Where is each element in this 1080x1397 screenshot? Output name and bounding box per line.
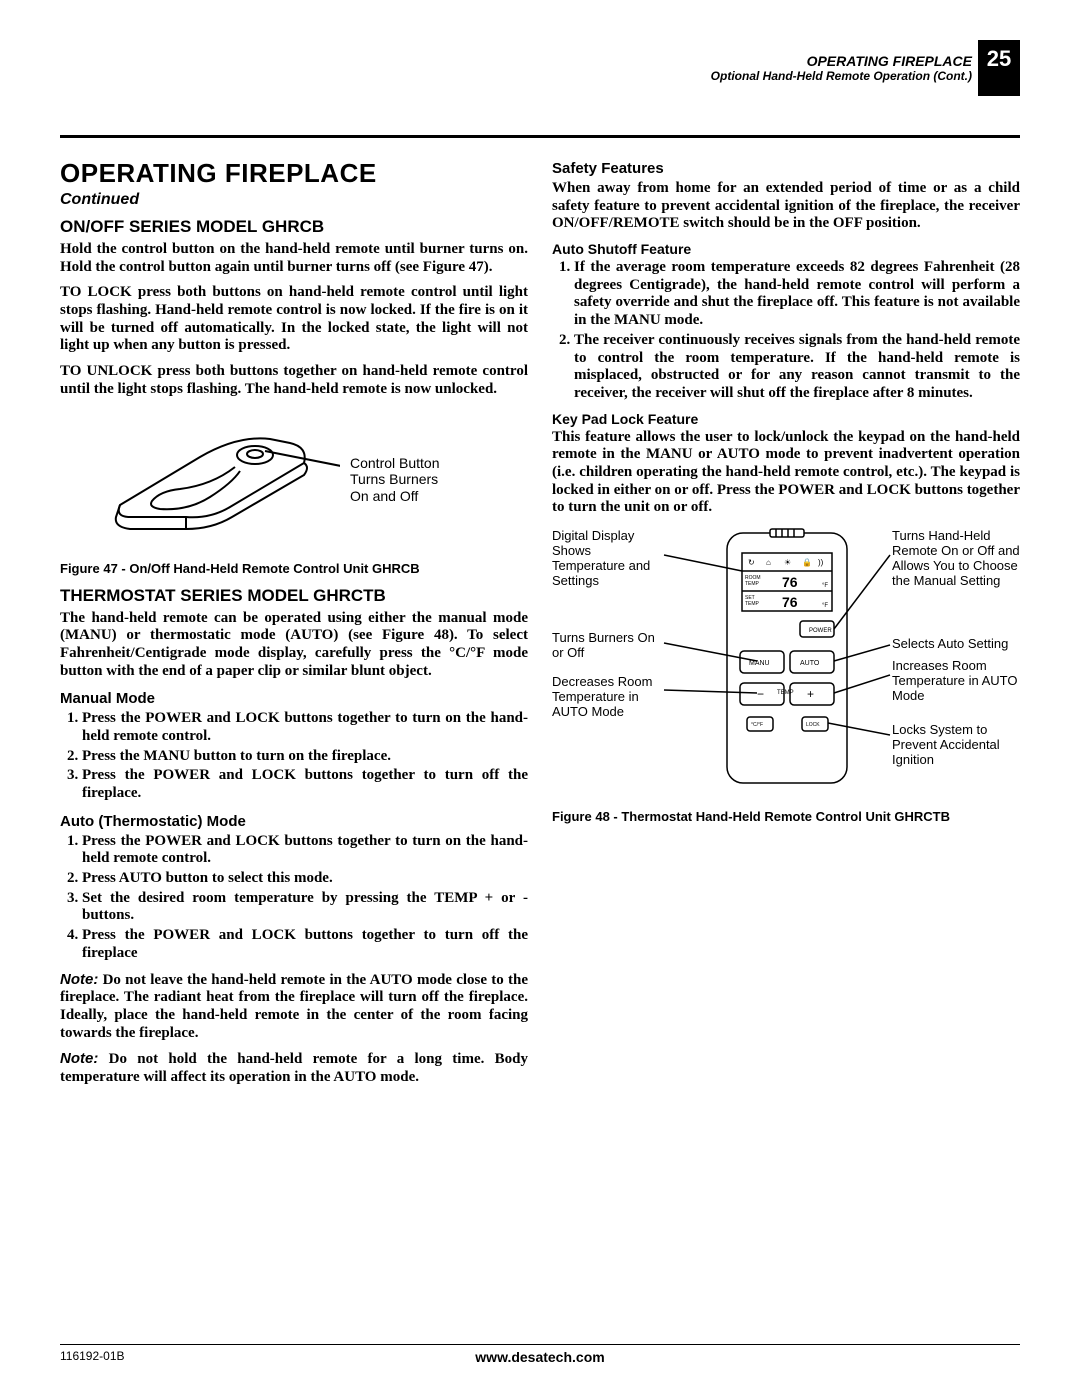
section-onoff-heading: ON/OFF SERIES MODEL GHRCB [60, 217, 528, 237]
fig47-callout-l2: Turns Burners [350, 471, 440, 488]
left-column: OPERATING FIREPLACE Continued ON/OFF SER… [60, 158, 528, 1095]
fig48-label-burners: Turns Burners On or Off [552, 631, 662, 661]
main-title: OPERATING FIREPLACE [60, 158, 528, 189]
doc-id: 116192-01B [60, 1349, 125, 1363]
thermostat-p1: The hand-held remote can be operated usi… [60, 610, 528, 681]
svg-text:🔒: 🔒 [802, 558, 812, 567]
fig48-label-decrease: Decreases Room Temperature in AUTO Mode [552, 675, 667, 720]
svg-text:°F: °F [822, 603, 828, 609]
fig47-caption: Figure 47 - On/Off Hand-Held Remote Cont… [60, 561, 528, 576]
svg-text:POWER: POWER [809, 628, 832, 634]
section-thermostat-heading: THERMOSTAT SERIES MODEL GHRCTB [60, 586, 528, 606]
figure-47: Control Button Turns Burners On and Off [60, 407, 528, 557]
header-subtitle: Optional Hand-Held Remote Operation (Con… [711, 69, 972, 83]
fig48-label-increase: Increases Room Temperature in AUTO Mode [892, 659, 1022, 704]
figure-48: ROOMTEMP SETTEMP °F °F 76 76 ↻⌂☀🔒)) POWE… [552, 525, 1020, 805]
fig48-label-auto: Selects Auto Setting [892, 637, 1022, 652]
svg-text:MANU: MANU [749, 660, 770, 667]
list-item: Press AUTO button to select this mode. [82, 870, 528, 888]
svg-text:76: 76 [782, 594, 798, 610]
svg-text:⌂: ⌂ [766, 558, 771, 567]
note-label: Note: [60, 1050, 98, 1067]
keypad-lock-p: This feature allows the user to lock/unl… [552, 429, 1020, 517]
onoff-p3: TO UNLOCK press both buttons together on… [60, 363, 528, 398]
onoff-p2: TO LOCK press both buttons on hand-held … [60, 284, 528, 355]
svg-text:°C/°F: °C/°F [751, 722, 763, 728]
list-item: Press the POWER and LOCK buttons togethe… [82, 710, 528, 745]
manual-mode-heading: Manual Mode [60, 690, 528, 707]
fig48-caption: Figure 48 - Thermostat Hand-Held Remote … [552, 809, 1020, 824]
svg-text:+: + [807, 687, 814, 701]
fig48-label-power: Turns Hand-Held Remote On or Off and All… [892, 529, 1022, 589]
safety-heading: Safety Features [552, 160, 1020, 177]
svg-text:TEMP: TEMP [777, 690, 794, 696]
list-item: The receiver continuously receives signa… [574, 332, 1020, 403]
remote-ghrcb-illustration [60, 407, 340, 552]
list-item: Press the MANU button to turn on the fir… [82, 748, 528, 766]
auto-shutoff-list: If the average room temperature exceeds … [552, 259, 1020, 403]
page-header: OPERATING FIREPLACE Optional Hand-Held R… [711, 40, 1020, 96]
right-column: Safety Features When away from home for … [552, 158, 1020, 1095]
svg-text:☀: ☀ [784, 558, 791, 567]
footer-url: www.desatech.com [475, 1349, 604, 1365]
page-footer: 116192-01B www.desatech.com [60, 1344, 1020, 1363]
fig48-label-display: Digital Display Shows Temperature and Se… [552, 529, 662, 589]
svg-text:°F: °F [822, 583, 828, 589]
safety-p1: When away from home for an extended peri… [552, 180, 1020, 233]
list-item: If the average room temperature exceeds … [574, 259, 1020, 330]
list-item: Press the POWER and LOCK buttons togethe… [82, 927, 528, 962]
fig47-callout-l3: On and Off [350, 488, 440, 505]
keypad-lock-heading: Key Pad Lock Feature [552, 411, 1020, 427]
list-item: Set the desired room temperature by pres… [82, 890, 528, 925]
note-1: Note: Do not leave the hand-held remote … [60, 971, 528, 1043]
onoff-p1: Hold the control button on the hand-held… [60, 241, 528, 276]
svg-text:TEMP: TEMP [745, 581, 760, 587]
auto-mode-heading: Auto (Thermostatic) Mode [60, 813, 528, 830]
svg-text:)): )) [818, 558, 824, 567]
svg-text:↻: ↻ [748, 558, 755, 567]
header-title: OPERATING FIREPLACE [711, 53, 972, 69]
manual-mode-list: Press the POWER and LOCK buttons togethe… [60, 710, 528, 802]
fig48-label-lock: Locks System to Prevent Accidental Ignit… [892, 723, 1022, 768]
note-1-text: Do not leave the hand-held remote in the… [60, 972, 528, 1041]
svg-text:AUTO: AUTO [800, 660, 820, 667]
note-2: Note: Do not hold the hand-held remote f… [60, 1050, 528, 1086]
list-item: Press the POWER and LOCK buttons togethe… [82, 767, 528, 802]
list-item: Press the POWER and LOCK buttons togethe… [82, 833, 528, 868]
top-rule [60, 135, 1020, 138]
svg-text:−: − [757, 687, 764, 701]
note-2-text: Do not hold the hand-held remote for a l… [60, 1051, 528, 1085]
fig47-callout: Control Button Turns Burners On and Off [350, 455, 440, 505]
svg-text:LOCK: LOCK [806, 722, 820, 728]
note-label: Note: [60, 971, 98, 988]
continued-label: Continued [60, 191, 528, 209]
auto-mode-list: Press the POWER and LOCK buttons togethe… [60, 833, 528, 963]
auto-shutoff-heading: Auto Shutoff Feature [552, 241, 1020, 257]
fig47-callout-l1: Control Button [350, 455, 440, 472]
svg-text:76: 76 [782, 574, 798, 590]
svg-text:TEMP: TEMP [745, 601, 760, 607]
page-number: 25 [978, 40, 1020, 96]
